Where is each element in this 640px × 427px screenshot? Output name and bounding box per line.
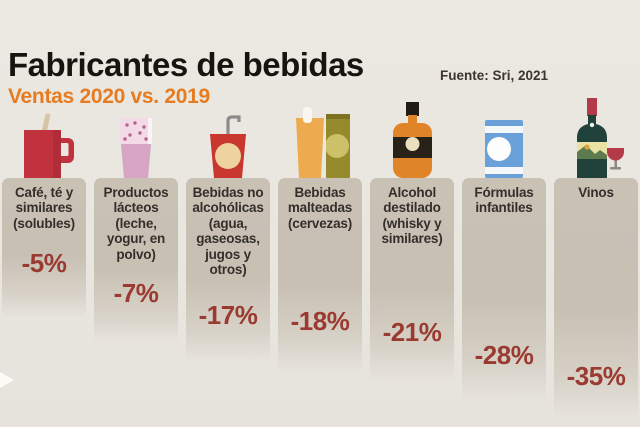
category-label: Café, té y similares (solubles) — [13, 185, 75, 231]
bar-vinos — [554, 178, 638, 418]
corner-wedge-icon — [0, 372, 14, 388]
soda-cup-icon — [198, 108, 258, 178]
page-subtitle: Ventas 2020 vs. 2019 — [8, 85, 210, 108]
coffee-mug-icon — [14, 112, 74, 178]
source-note: Fuente: Sri, 2021 — [440, 68, 549, 83]
column-vinos: Vinos -35% — [554, 98, 638, 427]
whisky-bottle-icon — [382, 102, 442, 178]
category-label: Bebidas malteadas (cervezas) — [287, 185, 353, 231]
category-label: Productos lácteos (leche, yogur, en polv… — [103, 185, 169, 262]
formula-can-icon — [479, 120, 529, 178]
category-label: Alcohol destilado (whisky y similares) — [381, 185, 443, 247]
category-label: Fórmulas infantiles — [474, 185, 534, 216]
page-title: Fabricantes de bebidas — [8, 46, 364, 83]
category-label: Bebidas no alcohólicas (agua, gaseosas, … — [192, 185, 264, 277]
value-label: -21% — [382, 317, 442, 347]
bar-malteadas — [278, 178, 362, 372]
column-cafe: Café, té y similares (solubles) -5% — [2, 113, 86, 427]
value-label: -18% — [290, 306, 350, 336]
category-label: Vinos — [578, 185, 614, 200]
wine-bottle-glass-icon — [565, 98, 627, 178]
column-alcohol-destilado: Alcohol destilado (whisky y similares) -… — [370, 102, 454, 427]
beer-glass-can-icon — [290, 106, 350, 178]
value-label: -17% — [198, 300, 258, 330]
column-no-alcoholicas: Bebidas no alcohólicas (agua, gaseosas, … — [186, 115, 270, 427]
bar-lacteos — [94, 178, 178, 342]
bar-formulas-infantiles — [462, 178, 546, 400]
column-formulas-infantiles: Fórmulas infantiles -28% — [462, 120, 546, 427]
bar-alcohol-destilado — [370, 178, 454, 380]
column-lacteos: Productos lácteos (leche, yogur, en polv… — [94, 118, 178, 427]
bar-cafe — [2, 178, 86, 318]
dairy-cup-icon — [111, 116, 161, 178]
bar-no-alcoholicas — [186, 178, 270, 362]
column-malteadas: Bebidas malteadas (cervezas) -18% — [278, 107, 362, 427]
value-label: -35% — [566, 361, 626, 391]
value-label: -5% — [21, 248, 67, 278]
value-label: -28% — [474, 340, 534, 370]
value-label: -7% — [113, 278, 159, 308]
